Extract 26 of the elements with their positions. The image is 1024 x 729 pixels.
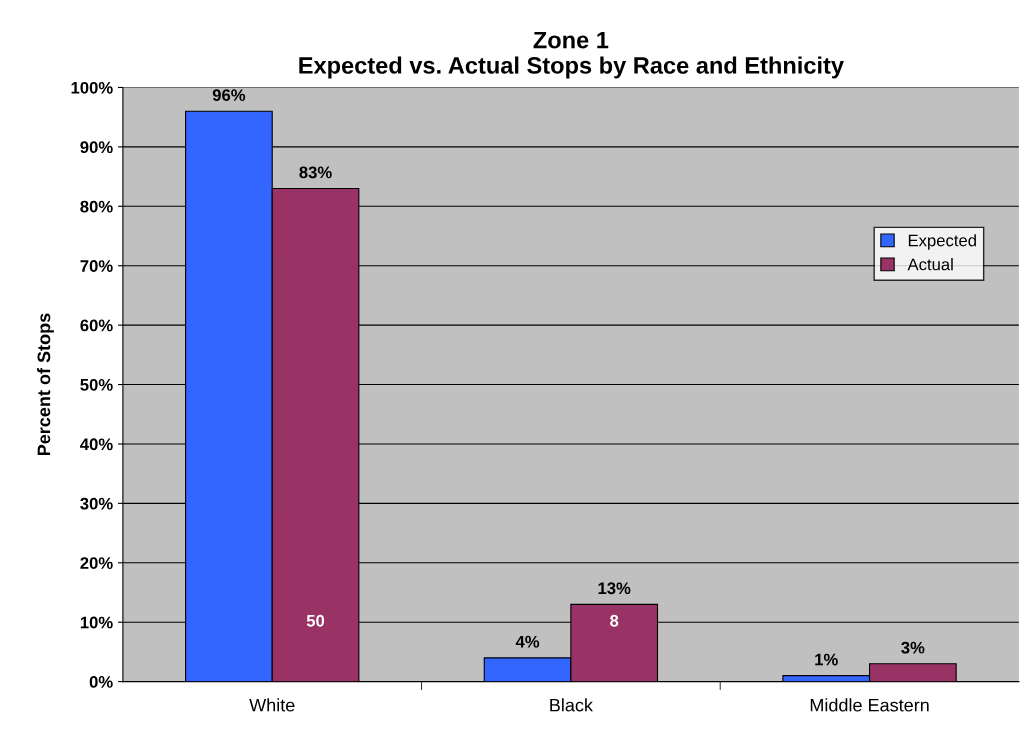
y-tick-label: 20% <box>80 557 113 569</box>
data-label: 96% <box>212 89 246 102</box>
y-tick-label: 50% <box>80 378 113 391</box>
x-tick-label: White <box>249 698 295 712</box>
x-tick-label: Black <box>550 698 593 712</box>
y-tick-label: 40% <box>80 438 113 451</box>
data-label: 13% <box>598 582 631 595</box>
y-tick-label: 0% <box>89 676 113 688</box>
y-tick-label: 100% <box>71 81 113 94</box>
y-tick-label: 10% <box>80 616 113 629</box>
data-label: 3% <box>901 641 925 654</box>
data-label: 83% <box>299 166 332 179</box>
annotation: 8 <box>610 614 619 627</box>
data-label: 1% <box>815 653 838 666</box>
y-tick-label: 70% <box>80 260 113 272</box>
chart-title: Zone 1 Expected vs. Actual Stops by Race and Ethnicity <box>299 31 844 79</box>
y-tick-label: 90% <box>80 141 113 154</box>
annotation: 50 <box>306 614 325 627</box>
y-tick-label: 30% <box>80 497 113 510</box>
y-axis-title: Percent of Stops <box>37 313 54 456</box>
y-tick-label: 60% <box>80 319 113 332</box>
y-tick-label: 80% <box>80 200 113 213</box>
legend-label: Actual <box>907 258 953 271</box>
legend-label: Expected <box>908 234 976 250</box>
x-tick-label: Middle Eastern <box>810 698 929 712</box>
data-label: 4% <box>515 635 540 648</box>
